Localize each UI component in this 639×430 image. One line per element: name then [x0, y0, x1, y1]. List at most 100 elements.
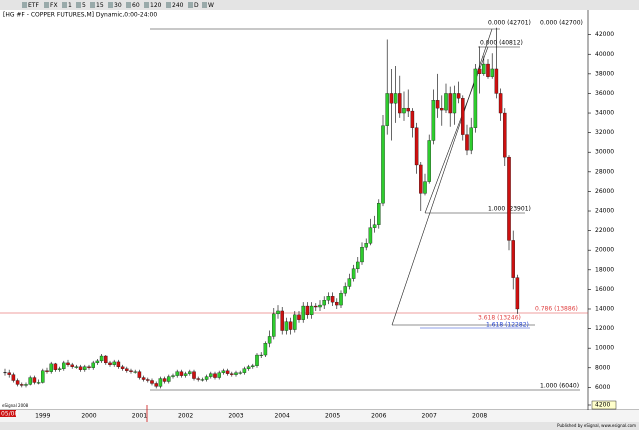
candle-body — [120, 366, 125, 369]
x-tick-label: 2007 — [422, 413, 437, 420]
candle-body — [15, 380, 20, 385]
candle-body — [213, 373, 217, 378]
toolbar-button[interactable]: 15 — [96, 2, 104, 9]
candle-body — [99, 355, 104, 362]
candle-body — [125, 368, 129, 371]
candle-body — [83, 366, 87, 370]
y-tick-label: 26000 — [595, 188, 614, 195]
y-tick-label: 42000 — [595, 31, 614, 38]
candle-body — [448, 93, 452, 114]
toolbar-icon[interactable] — [22, 2, 27, 8]
candle-body — [477, 68, 482, 74]
x-tick-label: 2002 — [178, 413, 193, 420]
x-tick-label: 2000 — [81, 413, 96, 420]
y-tick-label: 18000 — [595, 266, 614, 273]
candle-body — [444, 93, 448, 111]
x-tick-label: 2008 — [472, 413, 487, 420]
candle-body — [402, 107, 406, 114]
candle-body — [53, 363, 58, 370]
y-tick-label: 6000 — [595, 384, 610, 391]
candle-body — [356, 261, 360, 269]
toolbar-button[interactable]: FX — [50, 2, 58, 9]
toolbar-items: ETF FX 1 5 15 30 60 120 240 D W — [22, 2, 214, 9]
candle-body — [36, 382, 41, 384]
candle-body — [490, 68, 494, 77]
candle-body — [511, 240, 515, 278]
candle-body — [326, 296, 331, 301]
toolbar-icon[interactable] — [126, 2, 131, 8]
candle-body — [507, 156, 511, 241]
candle-body — [452, 93, 457, 114]
candle-body — [259, 354, 263, 356]
candle-body — [406, 107, 410, 112]
y-tick-label: 24000 — [595, 208, 614, 215]
fib-label: 1.618 (12282) — [486, 322, 529, 329]
toolbar-button[interactable]: ETF — [28, 2, 39, 9]
candle-body — [263, 343, 268, 356]
x-tick-label: 2006 — [371, 413, 386, 420]
candle-body — [393, 93, 398, 104]
toolbar-icon[interactable] — [76, 2, 81, 8]
candle-body — [158, 378, 163, 387]
candle-body — [141, 377, 146, 380]
candle-body — [309, 305, 314, 316]
toolbar-icon[interactable] — [62, 2, 67, 8]
candle-body — [318, 304, 322, 308]
trend-line — [424, 46, 489, 214]
candle-body — [204, 376, 209, 380]
candle-body — [112, 361, 116, 365]
toolbar-button[interactable]: 30 — [114, 2, 122, 9]
candle-body — [435, 100, 440, 109]
candle-body — [234, 372, 238, 375]
candle-body — [288, 321, 293, 330]
fib-label: 0.786 (13886) — [535, 306, 578, 313]
toolbar-icon[interactable] — [202, 2, 207, 8]
candle-body — [498, 93, 503, 114]
candle-body — [377, 203, 381, 225]
candle-body — [465, 134, 469, 151]
candle-body — [423, 181, 427, 194]
toolbar-button[interactable]: D — [194, 2, 199, 9]
candle-body — [104, 355, 108, 364]
candle-body — [24, 384, 28, 386]
candle-body — [494, 68, 499, 94]
candle-body — [70, 364, 74, 367]
toolbar-button[interactable]: 1 — [68, 2, 72, 9]
candle-body — [74, 366, 79, 368]
candle-body — [301, 305, 305, 320]
candle-body — [87, 366, 91, 368]
candle-body — [62, 362, 66, 369]
toolbar-button[interactable]: 60 — [132, 2, 140, 9]
candle-body — [255, 354, 259, 366]
candle-body — [179, 371, 184, 376]
y-tick-box — [591, 400, 617, 410]
candle-body — [272, 313, 276, 337]
toolbar-icon[interactable] — [188, 2, 193, 8]
candle-body — [137, 371, 142, 378]
y-tick-label: 20000 — [595, 247, 614, 254]
candle-body — [343, 286, 347, 294]
candle-body — [66, 362, 70, 365]
plot: 4200 6000 8000 10000 12000 14000 16000 18000 200… — [3, 27, 617, 420]
candle-body — [347, 278, 352, 287]
toolbar-icon[interactable] — [90, 2, 95, 8]
fib-label: 0.000 (42700) — [540, 20, 583, 27]
toolbar-icon[interactable] — [108, 2, 113, 8]
toolbar-button[interactable]: 240 — [172, 2, 184, 9]
y-tick-label: 10000 — [595, 345, 614, 352]
toolbar-button[interactable]: 120 — [150, 2, 162, 9]
toolbar-icon[interactable] — [144, 2, 149, 8]
candle-body — [196, 378, 200, 380]
chart-title: [HG #F - COPPER FUTURES,M] Dynamic,0:00-… — [3, 12, 157, 19]
candle-body — [171, 375, 175, 377]
candle-body — [32, 377, 37, 383]
toolbar-icon[interactable] — [44, 2, 49, 8]
toolbar-button[interactable]: 5 — [82, 2, 86, 9]
toolbar-button[interactable]: W — [208, 2, 214, 9]
y-tick-label: 38000 — [595, 70, 614, 77]
candle-body — [78, 366, 83, 370]
candle-body — [162, 378, 167, 382]
toolbar-icon[interactable] — [166, 2, 171, 8]
